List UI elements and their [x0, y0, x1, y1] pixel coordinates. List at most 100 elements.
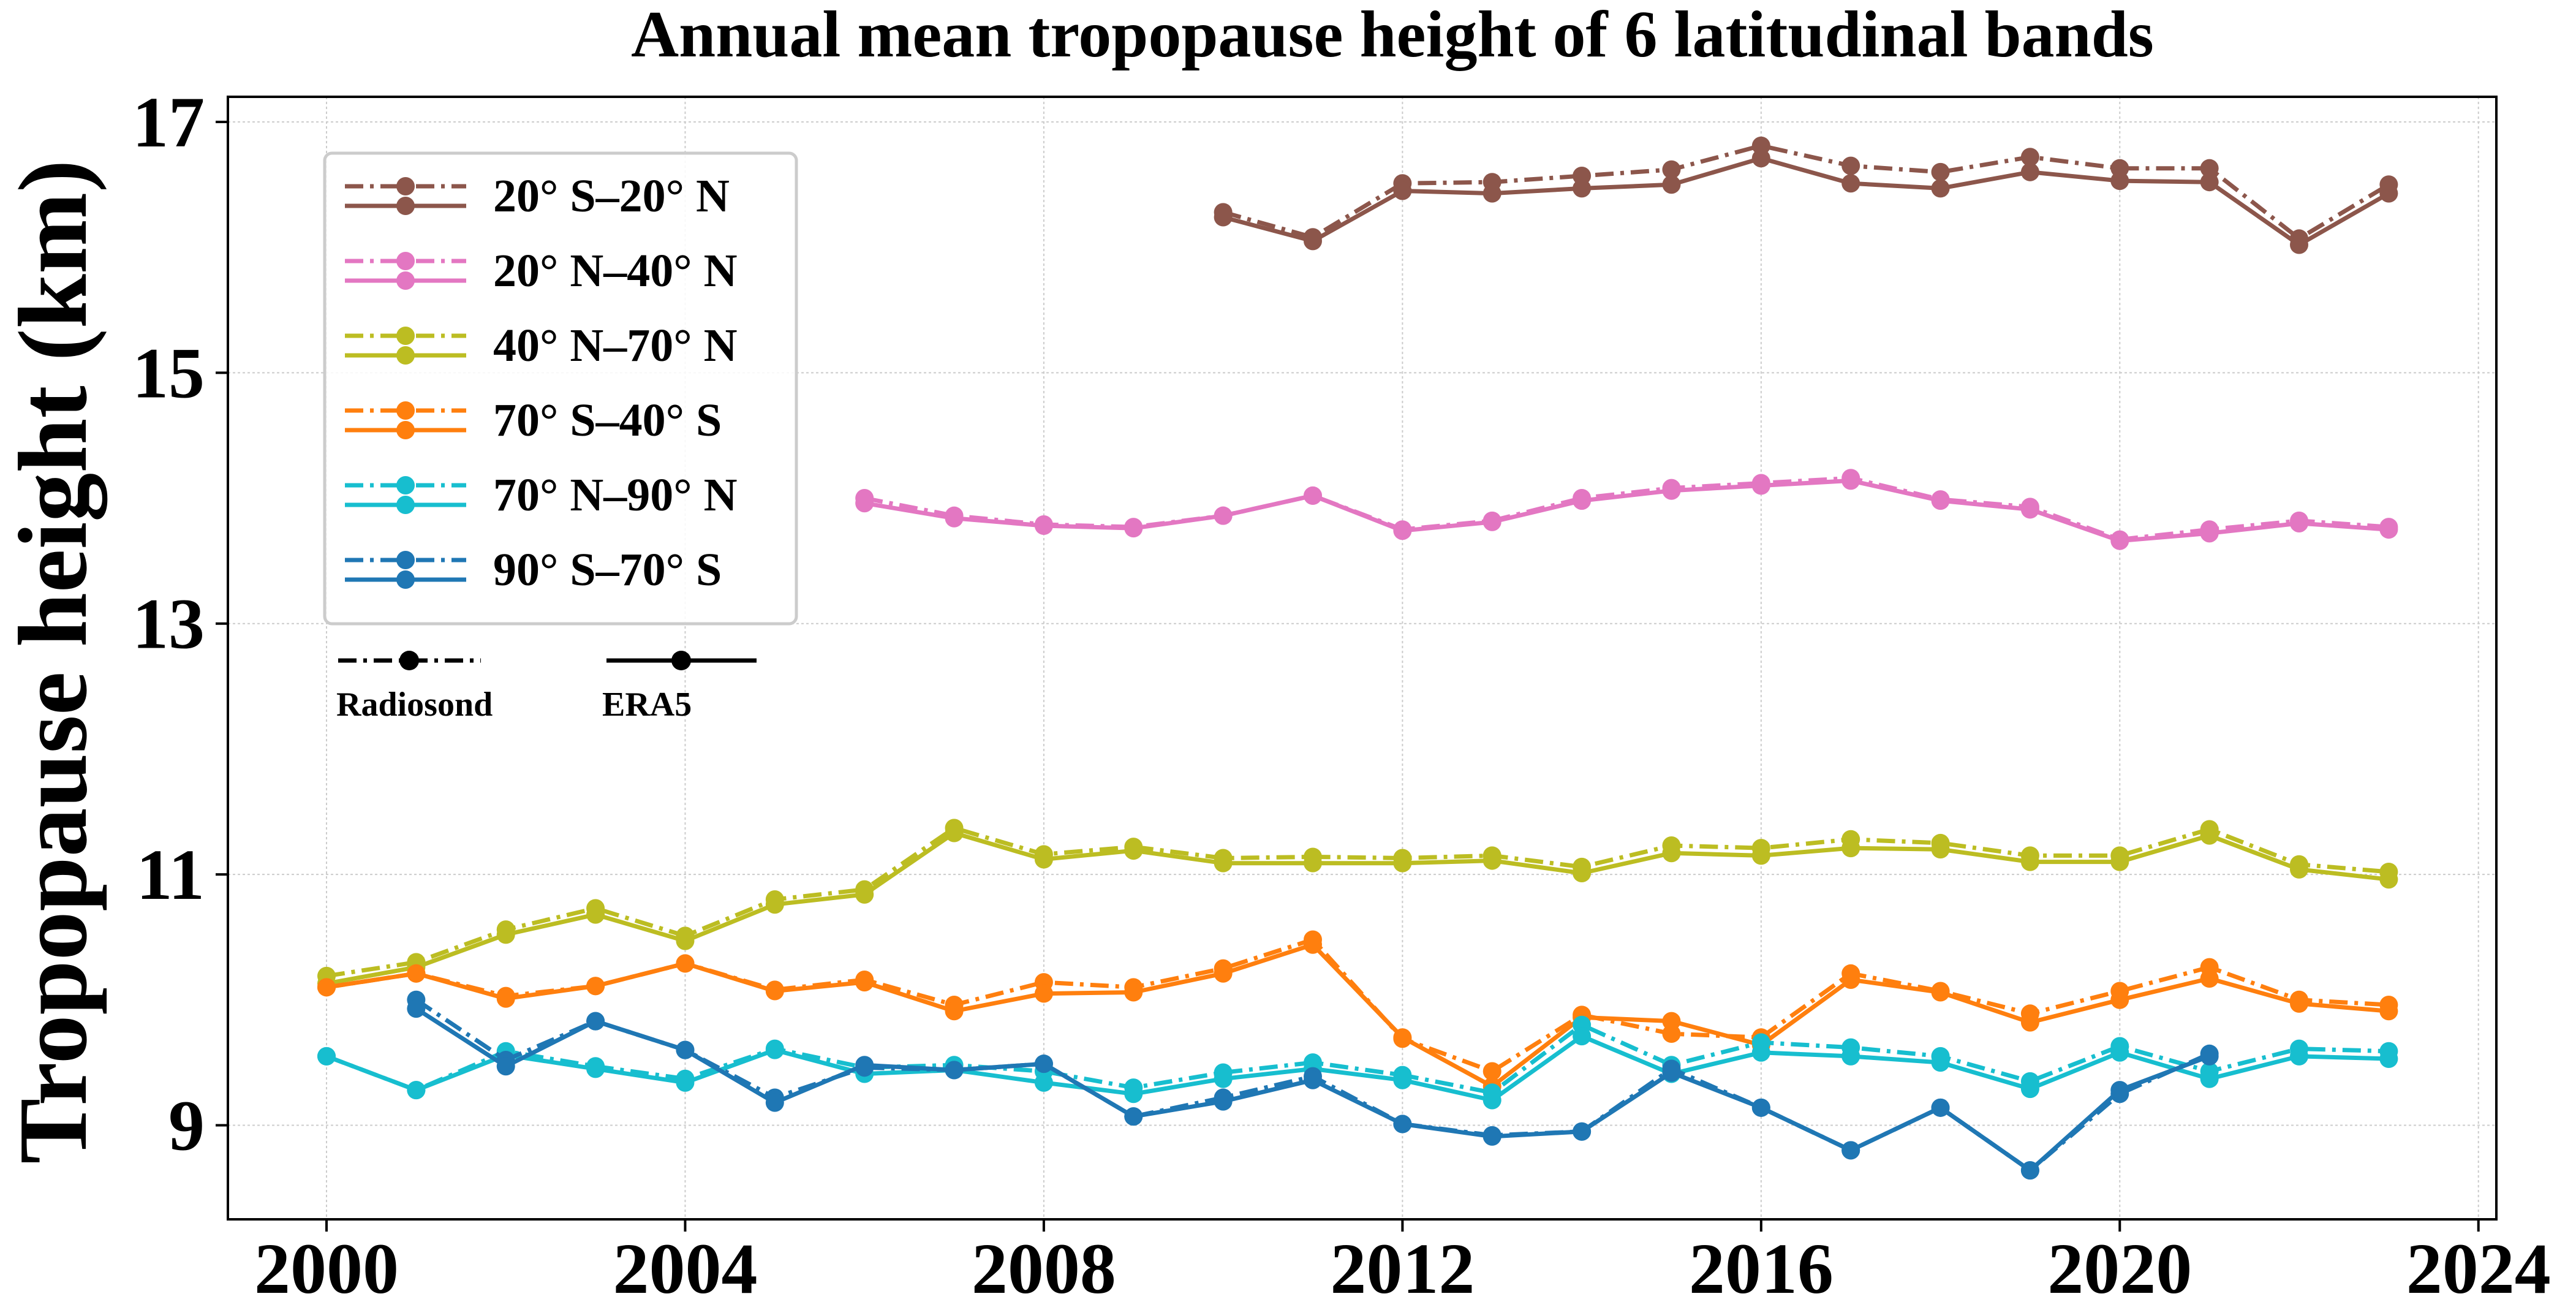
legend-marker — [396, 271, 415, 290]
data-point-era5 — [1662, 1063, 1681, 1082]
data-point-era5 — [1034, 517, 1053, 536]
data-point-era5 — [1034, 984, 1053, 1003]
data-point-era5 — [1483, 184, 1501, 203]
data-point-era5 — [1931, 491, 1950, 510]
data-point-era5 — [945, 509, 964, 528]
data-point-era5 — [2110, 172, 2129, 191]
data-point-era5 — [1483, 851, 1501, 870]
y-tick-label: 15 — [132, 333, 205, 413]
data-point-era5 — [765, 895, 784, 914]
data-point-era5 — [1573, 179, 1592, 198]
data-point-era5 — [1304, 1070, 1322, 1089]
data-point-era5 — [1393, 854, 1412, 873]
data-point-era5 — [2379, 1002, 2398, 1021]
data-point-era5 — [1214, 1069, 1233, 1088]
data-point-era5 — [855, 885, 874, 904]
data-point-era5 — [945, 1002, 964, 1021]
style-label-radiosonde: Radiosond — [336, 686, 493, 724]
data-point-era5 — [1841, 174, 1860, 193]
x-tick-label: 2004 — [613, 1229, 757, 1309]
data-point-era5 — [1393, 521, 1412, 540]
data-point-radiosonde — [1662, 160, 1681, 179]
style-marker — [671, 651, 691, 670]
data-point-era5 — [2020, 162, 2039, 181]
data-point-radiosonde — [1931, 162, 1950, 181]
data-point-era5 — [2200, 173, 2219, 192]
data-point-era5 — [765, 1040, 784, 1059]
data-point-era5 — [317, 978, 336, 997]
data-point-era5 — [765, 1093, 784, 1112]
data-point-era5 — [2379, 1049, 2398, 1068]
axis-ticks: 2000 2004 2008 2012 2016 2020 2024 9 11 13 15 17 — [132, 82, 2551, 1309]
data-point-radiosonde — [1483, 1062, 1501, 1081]
data-point-era5 — [1034, 1073, 1053, 1092]
data-point-era5 — [2379, 520, 2398, 539]
data-point-era5 — [496, 989, 515, 1008]
data-point-era5 — [1393, 1115, 1412, 1134]
data-point-era5 — [1931, 840, 1950, 859]
data-point-era5 — [1751, 476, 1770, 495]
y-tick-label: 17 — [132, 82, 205, 162]
data-point-era5 — [2290, 860, 2308, 879]
data-point-era5 — [1931, 983, 1950, 1002]
legend-marker — [396, 177, 415, 195]
x-tick-label: 2000 — [254, 1229, 399, 1309]
data-point-era5 — [1124, 519, 1143, 538]
legend-label: 40° N–70° N — [493, 320, 738, 371]
data-point-era5 — [2110, 531, 2129, 550]
legend-label: 20° S–20° N — [493, 170, 730, 222]
style-marker — [399, 651, 419, 670]
series-line-era5 — [326, 942, 2389, 1089]
data-point-era5 — [676, 954, 695, 973]
legend-marker — [396, 496, 415, 514]
data-point-era5 — [2110, 1043, 2129, 1062]
data-point-era5 — [2020, 1161, 2039, 1180]
data-point-era5 — [1034, 850, 1053, 869]
data-point-era5 — [765, 982, 784, 1001]
data-point-era5 — [1214, 964, 1233, 983]
data-point-era5 — [2200, 969, 2219, 988]
data-point-era5 — [407, 964, 426, 983]
data-point-era5 — [1662, 175, 1681, 194]
data-point-era5 — [2020, 852, 2039, 871]
data-point-era5 — [1124, 1107, 1143, 1126]
data-point-era5 — [2200, 1069, 2219, 1088]
data-point-era5 — [855, 973, 874, 992]
legend-label: 70° N–90° N — [493, 469, 738, 521]
data-point-era5 — [2200, 524, 2219, 543]
data-point-era5 — [1573, 491, 1592, 510]
data-point-era5 — [1931, 179, 1950, 198]
data-point-era5 — [2290, 513, 2308, 532]
data-point-era5 — [1841, 1047, 1860, 1066]
data-point-era5 — [676, 931, 695, 950]
data-point-radiosonde — [2200, 159, 2219, 178]
data-point-era5 — [2200, 1047, 2219, 1066]
legend-label: 70° S–40° S — [493, 395, 722, 446]
data-point-era5 — [855, 494, 874, 513]
data-point-era5 — [1662, 481, 1681, 500]
data-point-era5 — [2110, 990, 2129, 1009]
data-point-era5 — [1841, 971, 1860, 990]
legend-marker — [396, 252, 415, 270]
data-point-radiosonde — [1841, 156, 1860, 175]
data-point-era5 — [1573, 1027, 1592, 1046]
x-tick-label: 2020 — [2047, 1229, 2192, 1309]
data-point-era5 — [586, 1059, 605, 1078]
data-point-era5 — [2110, 1081, 2129, 1100]
legend: 20° S–20° N 20° N–40° N 40° N–70° N 70° S–4… — [323, 151, 798, 626]
data-point-era5 — [2290, 994, 2308, 1013]
data-point-era5 — [586, 905, 605, 924]
data-point-era5 — [2020, 500, 2039, 519]
data-point-era5 — [2379, 184, 2398, 203]
data-point-era5 — [317, 1047, 336, 1066]
data-point-era5 — [2110, 852, 2129, 871]
data-point-era5 — [945, 823, 964, 842]
y-tick-label: 11 — [137, 835, 205, 915]
data-point-era5 — [1751, 1043, 1770, 1062]
legend-label: 20° N–40° N — [493, 245, 738, 297]
data-point-era5 — [1214, 1092, 1233, 1111]
data-point-era5 — [1931, 1053, 1950, 1072]
data-point-era5 — [1841, 1141, 1860, 1160]
data-point-era5 — [1214, 208, 1233, 227]
